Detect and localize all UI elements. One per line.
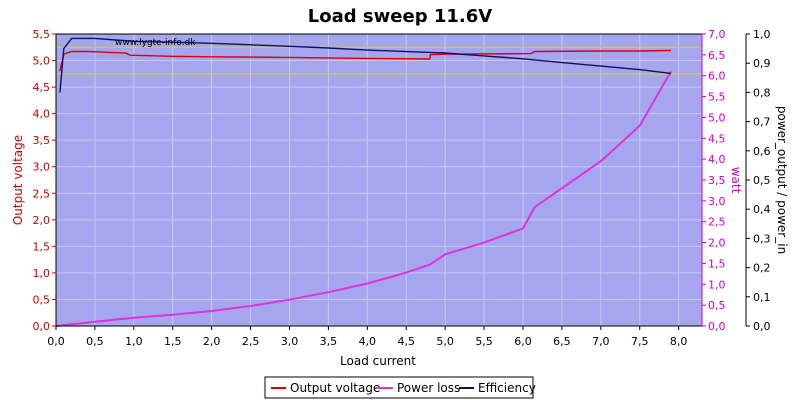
legend-label-power-loss: Power loss — [397, 381, 460, 395]
left-tick-label: 2,5 — [33, 187, 51, 200]
x-tick-label: 2,5 — [242, 335, 260, 348]
chart-title: Load sweep 11.6V — [308, 6, 492, 27]
right-ratio-axis-ticks: 0,0 0,1 0,2 0,3 0,4 0,5 0,6 0,7 0,8 0,9 1,0 — [746, 28, 771, 333]
reference-lines — [56, 46, 702, 75]
right-ratio-tick-label: 0,4 — [753, 203, 771, 216]
right-ratio-tick-label: 1,0 — [753, 28, 771, 41]
right-ratio-tick-label: 0,8 — [753, 86, 771, 99]
right-ratio-tick-label: 0,6 — [753, 145, 771, 158]
legend: Output voltage Power loss Efficiency — [264, 376, 536, 399]
left-tick-label: 5,5 — [33, 28, 51, 41]
right-watt-axis-title: watt — [729, 167, 743, 194]
right-watt-tick-label: 3,5 — [708, 174, 726, 187]
left-axis-ticks: 0,0 0,5 1,0 1,5 2,0 2,5 3,0 3,5 4,0 4,5 5,0 5,5 — [33, 28, 56, 333]
x-tick-label: 4,5 — [397, 335, 415, 348]
right-ratio-tick-label: 0,2 — [753, 262, 771, 275]
series-power-loss-line — [55, 71, 672, 327]
x-axis-ticks: 0,0 0,5 1,0 1,5 2,0 2,5 3,0 3,5 4,0 4,5 5,0 5,5 6,0 6… — [47, 326, 687, 348]
x-tick-label: 3,0 — [281, 335, 299, 348]
right-watt-tick-label: 4,5 — [708, 132, 726, 145]
series-layer — [55, 37, 672, 327]
x-tick-label: 2,0 — [203, 335, 221, 348]
legend-label-efficiency: Efficiency — [478, 381, 536, 395]
right-ratio-tick-label: 0,5 — [753, 174, 771, 187]
x-tick-label: 8,0 — [670, 335, 688, 348]
x-tick-label: 6,0 — [514, 335, 532, 348]
right-watt-tick-label: 0,0 — [708, 320, 726, 333]
right-watt-tick-label: 4,0 — [708, 153, 726, 166]
x-tick-label: 1,0 — [125, 335, 143, 348]
legend-label-output-voltage: Output voltage — [290, 381, 380, 395]
x-tick-label: 7,5 — [631, 335, 649, 348]
right-watt-tick-label: 6,0 — [708, 70, 726, 83]
left-tick-label: 0,0 — [33, 320, 51, 333]
right-watt-tick-label: 5,5 — [708, 91, 726, 104]
right-ratio-tick-label: 0,7 — [753, 116, 771, 129]
left-tick-label: 5,0 — [33, 55, 51, 68]
x-tick-label: 6,5 — [553, 335, 571, 348]
right-watt-tick-label: 5,0 — [708, 111, 726, 124]
right-ratio-tick-label: 0,9 — [753, 57, 771, 70]
x-tick-label: 1,5 — [164, 335, 182, 348]
x-tick-label: 0,0 — [47, 335, 65, 348]
series-output-voltage-line — [59, 49, 671, 72]
right-watt-tick-label: 2,5 — [708, 216, 726, 229]
left-tick-label: 4,0 — [33, 108, 51, 121]
x-tick-label: 5,5 — [475, 335, 493, 348]
left-axis-title: Output voltage — [11, 135, 25, 225]
right-watt-tick-label: 3,0 — [708, 195, 726, 208]
left-tick-label: 4,5 — [33, 81, 51, 94]
plot-area — [56, 34, 702, 326]
right-ratio-axis-title: power_output / power_in — [775, 106, 789, 254]
left-tick-label: 1,0 — [33, 267, 51, 280]
series-efficiency-line — [59, 37, 671, 93]
right-ratio-tick-label: 0,3 — [753, 232, 771, 245]
left-tick-label: 2,0 — [33, 214, 51, 227]
right-watt-tick-label: 6,5 — [708, 49, 726, 62]
right-ratio-tick-label: 0,0 — [753, 320, 771, 333]
x-axis-title: Load current — [340, 354, 416, 368]
x-tick-label: 7,0 — [592, 335, 610, 348]
right-watt-tick-label: 1,0 — [708, 278, 726, 291]
left-tick-label: 3,5 — [33, 134, 51, 147]
left-tick-label: 3,0 — [33, 161, 51, 174]
right-ratio-tick-label: 0,1 — [753, 291, 771, 304]
x-tick-label: 4,0 — [359, 335, 377, 348]
x-tick-label: 5,0 — [436, 335, 454, 348]
left-tick-label: 1,5 — [33, 240, 51, 253]
watermark: www.lygte-info.dk — [115, 38, 196, 48]
legend-box — [264, 376, 534, 399]
right-watt-axis-ticks: 0,0 0,5 1,0 1,5 2,0 2,5 3,0 3,5 4,0 4,5 5,0 5,5 6,0 6… — [702, 28, 726, 333]
right-watt-tick-label: 1,5 — [708, 257, 726, 270]
x-tick-label: 0,5 — [86, 335, 104, 348]
x-tick-label: 3,5 — [320, 335, 338, 348]
right-watt-tick-label: 2,0 — [708, 237, 726, 250]
right-watt-tick-label: 0,5 — [708, 299, 726, 312]
left-tick-label: 0,5 — [33, 293, 51, 306]
right-watt-tick-label: 7,0 — [708, 28, 726, 41]
